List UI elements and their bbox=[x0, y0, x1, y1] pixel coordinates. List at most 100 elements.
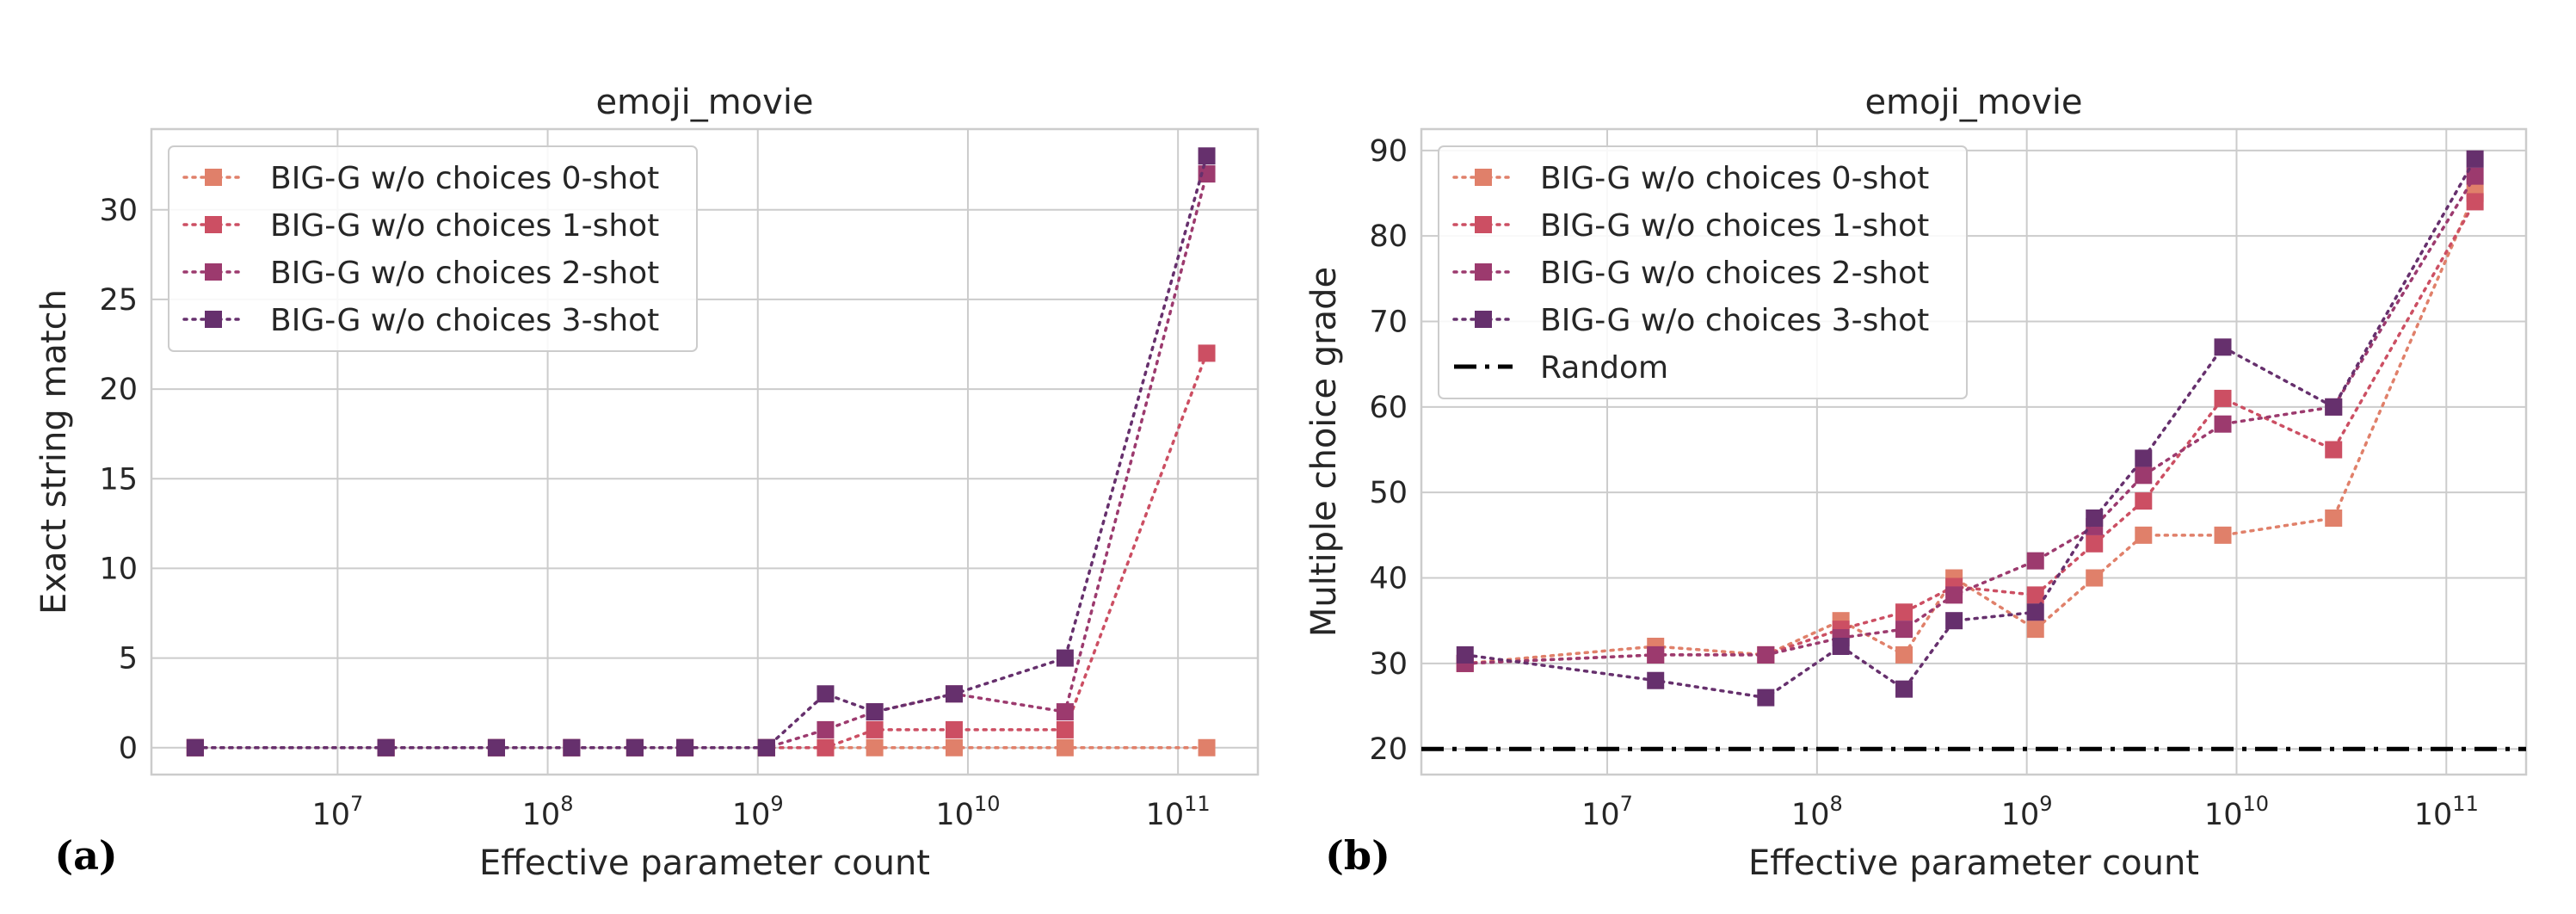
y-tick-label: 30 bbox=[99, 194, 138, 228]
data-point-3-10 bbox=[2325, 398, 2343, 416]
data-point-3-8 bbox=[2135, 449, 2153, 467]
data-point-0-8 bbox=[866, 738, 884, 757]
y-tick-label: 15 bbox=[99, 462, 138, 497]
data-point-1-11 bbox=[1198, 344, 1216, 362]
legend-entry: BIG-G w/o choices 1-shot bbox=[270, 208, 659, 244]
legend-entry: BIG-G w/o choices 0-shot bbox=[270, 161, 659, 196]
legend-frame bbox=[168, 145, 698, 352]
series-line-2 bbox=[1464, 174, 2477, 665]
data-point-0-10 bbox=[1056, 738, 1074, 757]
data-point-1-8 bbox=[866, 720, 884, 738]
data-point-2-7 bbox=[817, 720, 835, 738]
data-point-3-8 bbox=[866, 703, 884, 721]
data-point-3-1 bbox=[377, 738, 395, 757]
data-point-0-4 bbox=[1895, 645, 1914, 664]
y-tick-label: 20 bbox=[1369, 732, 1408, 767]
data-point-3-0 bbox=[1456, 645, 1474, 664]
legend-entry: Random bbox=[1540, 350, 1668, 386]
chart-title: emoji_movie bbox=[1864, 83, 2082, 122]
series-line-3 bbox=[194, 154, 1209, 750]
data-point-2-5 bbox=[1945, 586, 1963, 604]
x-tick-label: 107 bbox=[1581, 792, 1633, 832]
data-point-1-11 bbox=[2466, 193, 2484, 211]
legend-entry: BIG-G w/o choices 3-shot bbox=[1540, 303, 1929, 338]
legend-entry: BIG-G w/o choices 1-shot bbox=[1540, 208, 1929, 244]
series-line-1 bbox=[194, 351, 1209, 750]
x-tick-label: 1010 bbox=[2204, 792, 2269, 832]
data-point-3-2 bbox=[487, 738, 505, 757]
data-point-1-4 bbox=[1895, 603, 1914, 621]
data-point-3-10 bbox=[1056, 649, 1074, 667]
data-point-1-10 bbox=[1056, 720, 1074, 738]
x-tick-label: 1011 bbox=[2414, 792, 2479, 832]
plot-frame bbox=[150, 127, 1260, 776]
data-point-2-11 bbox=[1198, 165, 1216, 183]
data-point-1-8 bbox=[2135, 492, 2153, 510]
y-tick-label: 70 bbox=[1369, 306, 1408, 340]
panel-label: (a) bbox=[54, 832, 117, 879]
data-point-1-7 bbox=[2086, 534, 2104, 553]
legend-frame bbox=[1438, 145, 1968, 399]
data-point-3-2 bbox=[1757, 689, 1775, 707]
data-point-0-9 bbox=[2214, 526, 2232, 544]
legend-marker bbox=[205, 216, 222, 233]
panel-label: (b) bbox=[1325, 832, 1390, 879]
data-point-3-3 bbox=[1832, 637, 1850, 655]
data-point-3-3 bbox=[563, 738, 581, 757]
y-tick-label: 40 bbox=[1369, 562, 1408, 596]
series-group bbox=[1421, 150, 2526, 751]
plot-frame bbox=[1420, 127, 2528, 776]
legend-entry: BIG-G w/o choices 3-shot bbox=[270, 303, 659, 338]
y-tick-label: 5 bbox=[119, 642, 138, 676]
series-group bbox=[186, 147, 1216, 757]
data-point-2-9 bbox=[2214, 415, 2232, 433]
panel-a: 107 108 109 1010 1011 0 5 10 15 20 25 30 emoji_movie… bbox=[34, 83, 1260, 883]
x-tick-label: 1010 bbox=[935, 792, 1000, 832]
y-tick-label: 25 bbox=[99, 283, 138, 318]
legend-marker bbox=[1475, 263, 1492, 281]
legend-entry: BIG-G w/o choices 2-shot bbox=[270, 256, 659, 291]
legend-entry: BIG-G w/o choices 2-shot bbox=[1540, 256, 1929, 291]
x-axis-label: Effective parameter count bbox=[479, 843, 930, 883]
data-point-3-6 bbox=[2026, 603, 2044, 621]
legend-marker bbox=[205, 311, 222, 328]
series-line-0 bbox=[1464, 191, 2477, 665]
data-point-3-5 bbox=[1945, 612, 1963, 630]
legend: BIG-G w/o choices 0-shot BIG-G w/o choice… bbox=[168, 145, 698, 352]
data-point-2-10 bbox=[1056, 703, 1074, 721]
data-point-3-0 bbox=[186, 738, 204, 757]
data-point-1-9 bbox=[945, 720, 963, 738]
data-point-2-1 bbox=[1647, 645, 1665, 664]
data-point-0-9 bbox=[945, 738, 963, 757]
data-point-3-1 bbox=[1647, 671, 1665, 689]
data-point-1-10 bbox=[2325, 441, 2343, 459]
series-line-3 bbox=[1464, 157, 2477, 700]
x-tick-label: 109 bbox=[732, 792, 784, 832]
legend-marker bbox=[205, 169, 222, 186]
panel-b: 107 108 109 1010 1011 20 30 40 50 60 70 80 90 emoji_m… bbox=[1304, 83, 2528, 883]
y-tick-label: 80 bbox=[1369, 219, 1408, 254]
y-axis-label: Multiple choice grade bbox=[1304, 267, 1344, 637]
data-point-3-11 bbox=[1198, 147, 1216, 165]
data-point-0-8 bbox=[2135, 526, 2153, 544]
x-tick-label: 108 bbox=[522, 792, 574, 832]
data-point-0-10 bbox=[2325, 509, 2343, 527]
data-point-0-11 bbox=[1198, 738, 1216, 757]
data-point-3-7 bbox=[2086, 509, 2104, 527]
data-point-3-6 bbox=[757, 738, 775, 757]
data-point-1-6 bbox=[2026, 586, 2044, 604]
data-point-2-11 bbox=[2466, 167, 2484, 185]
y-tick-label: 60 bbox=[1369, 391, 1408, 425]
y-axis-label: Exact string match bbox=[34, 289, 74, 614]
x-axis-label: Effective parameter count bbox=[1748, 843, 2199, 883]
legend-marker bbox=[1475, 169, 1492, 186]
x-tick-label: 108 bbox=[1791, 792, 1843, 832]
x-tick-label: 1011 bbox=[1146, 792, 1211, 832]
data-point-2-6 bbox=[2026, 552, 2044, 570]
data-point-3-5 bbox=[676, 738, 694, 757]
data-point-1-7 bbox=[817, 738, 835, 757]
data-point-3-9 bbox=[945, 685, 963, 703]
data-point-3-4 bbox=[1895, 680, 1914, 698]
y-tick-label: 30 bbox=[1369, 647, 1408, 682]
